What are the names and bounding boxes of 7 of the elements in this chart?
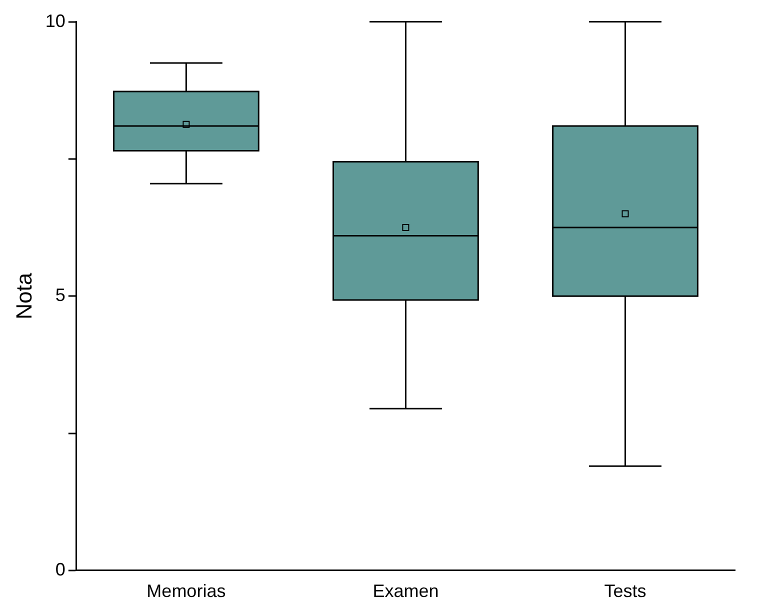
x-tick-label: Memorias xyxy=(146,581,226,602)
y-tick-label: 0 xyxy=(55,559,66,580)
y-tick-label: 5 xyxy=(55,285,66,306)
x-tick-label: Tests xyxy=(604,581,646,602)
y-tick-label: 10 xyxy=(45,10,66,31)
x-tick-label: Examen xyxy=(372,581,439,602)
y-axis-title: Nota xyxy=(11,272,36,320)
